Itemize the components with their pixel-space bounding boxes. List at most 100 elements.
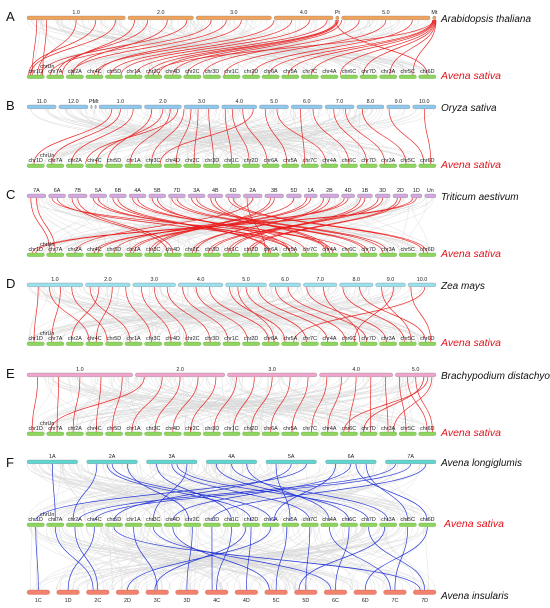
syntenic-link <box>193 108 199 165</box>
background-link <box>46 108 330 165</box>
oat-chromosome-label: chr5A <box>283 426 297 432</box>
oat-chromosome-bar <box>281 431 300 436</box>
syntenic-link <box>232 376 255 433</box>
chromosome-bar <box>357 193 373 198</box>
oat-chromosome-label: chr7A <box>48 158 62 164</box>
syntenic-link <box>293 286 426 343</box>
background-link <box>72 376 193 433</box>
background-link <box>246 19 402 76</box>
background-link <box>150 108 182 165</box>
oat-chromosome-bar <box>46 163 65 168</box>
chromosome-bar <box>339 282 374 287</box>
oat-chromosome-bar <box>379 341 397 346</box>
syntenic-link <box>31 376 38 433</box>
oat-chromosome-label: chr4D <box>166 247 180 253</box>
syntenic-link <box>134 19 328 76</box>
chromosome-label: 2A <box>249 188 256 194</box>
syntenic-link <box>311 376 328 433</box>
chromosome-bar <box>243 193 263 198</box>
oat-chromosome-label: chr5C <box>401 336 415 342</box>
background-link <box>27 19 158 76</box>
background-link <box>104 526 285 591</box>
background-link <box>153 526 365 591</box>
panel-f: F 1A 2A 3A 4A 5A 6A 7A chr1D chr7A chr2A chr4C chr5D… <box>6 454 522 604</box>
panel-c: C 7A 6A 7B 5A 6B 4A 5B 7D 3A 4B 6D 2A 3B 5D 1A 2B 4D 1B 3D 2… <box>6 187 519 260</box>
chromosome-bar <box>48 193 66 198</box>
background-link <box>105 376 349 433</box>
oat-chromosome-bar <box>203 522 221 527</box>
oat-chromosome-bar <box>222 341 241 346</box>
background-link <box>98 197 387 254</box>
background-link <box>92 197 281 254</box>
background-link <box>162 376 321 433</box>
background-link <box>75 108 229 165</box>
background-link <box>162 19 394 76</box>
oat-chromosome-label: chr5A <box>283 158 297 164</box>
background-link <box>103 197 132 254</box>
chromosome-label: 5C <box>273 598 280 604</box>
background-link <box>290 108 343 165</box>
background-link <box>34 526 271 591</box>
syntenic-link <box>172 463 352 522</box>
background-link <box>123 526 148 591</box>
background-link <box>309 108 319 165</box>
oat-chromosome-bar <box>398 74 417 79</box>
chromosome-bar <box>26 459 78 464</box>
chromosome-label: 1C <box>35 598 42 604</box>
chromosome-label: 6.0 <box>303 99 311 105</box>
oat-chromosome-label: chr7A <box>48 336 62 342</box>
background-link <box>59 286 178 343</box>
chromosome-bar <box>234 589 258 595</box>
chromosome-label: 1A <box>49 454 56 460</box>
background-link <box>145 376 369 433</box>
oat-chromosome-bar <box>398 341 417 346</box>
chromosome-bar <box>146 459 198 464</box>
oat-chromosome-bar <box>242 74 260 79</box>
background-link <box>278 376 309 433</box>
background-link <box>148 286 154 343</box>
syntenic-link <box>95 286 113 343</box>
background-link <box>113 376 142 433</box>
chromosome-bar <box>341 15 431 20</box>
background-link <box>190 19 361 76</box>
background-link <box>57 526 264 591</box>
chromosome-bar <box>286 193 302 198</box>
background-link <box>68 526 301 591</box>
syntenic-link <box>95 376 102 433</box>
oat-chromosome-bar <box>320 163 339 168</box>
target-species-name: Avena sativa <box>440 159 501 171</box>
chromosome-label: 6D <box>230 188 237 194</box>
chromosome-label: 5A <box>288 454 295 460</box>
background-link <box>310 463 347 522</box>
chromosome-label: 10.0 <box>417 277 428 283</box>
background-link <box>64 463 229 522</box>
background-link <box>29 286 390 343</box>
oat-chromosome-label: chr7A <box>48 517 62 523</box>
chromosome-bar <box>183 104 220 109</box>
background-link <box>158 286 200 343</box>
oat-chromosome-label: chr7C <box>303 69 317 75</box>
background-link <box>40 197 436 254</box>
background-link <box>77 526 104 591</box>
oat-chromosome-label: chr7D <box>361 517 375 523</box>
background-link <box>317 286 351 343</box>
syntenic-link <box>213 376 237 433</box>
oat-chromosome-label: chr3A <box>381 69 395 75</box>
syntenic-link <box>129 108 171 165</box>
panel-letter: C <box>6 187 15 202</box>
oat-chromosome-bar <box>340 431 358 436</box>
syntenic-link <box>61 19 135 76</box>
syntenic-link <box>151 108 185 165</box>
background-link <box>164 463 408 522</box>
chromosome-bar <box>410 193 423 198</box>
oat-chromosome-bar <box>320 74 339 79</box>
oat-chromosome-bar <box>26 431 45 436</box>
background-link <box>51 376 238 433</box>
syntenic-link <box>127 526 272 591</box>
oat-chromosome-label: chr3C <box>146 158 160 164</box>
oat-chromosome-bar <box>222 252 241 257</box>
syntenic-link <box>85 108 179 165</box>
syntenic-link <box>381 286 412 343</box>
background-link <box>38 463 163 522</box>
chromosome-label: 3.0 <box>230 10 238 16</box>
